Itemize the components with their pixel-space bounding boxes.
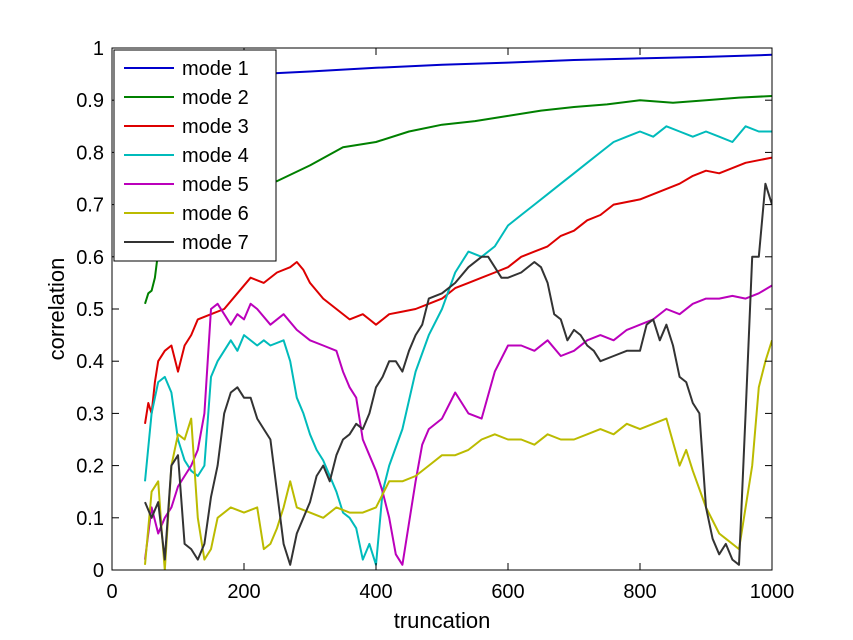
- y-tick-label: 0.2: [76, 456, 104, 478]
- y-tick-label: 0.4: [76, 351, 104, 373]
- y-tick-label: 0.7: [76, 195, 104, 217]
- series-line-mode-3: [144, 156, 772, 424]
- legend-label-mode-4: mode 4: [182, 145, 249, 167]
- y-tick-label: 0.3: [76, 403, 104, 425]
- x-axis-label: truncation: [394, 608, 491, 633]
- y-tick-label: 0.8: [76, 142, 104, 164]
- x-tick-label: 800: [623, 581, 656, 603]
- x-tick-label: 1000: [750, 581, 795, 603]
- x-tick-label: 200: [227, 581, 260, 603]
- y-tick-label: 0.5: [76, 299, 104, 321]
- legend-label-mode-7: mode 7: [182, 232, 249, 254]
- series-line-mode-6: [144, 339, 772, 570]
- legend-label-mode-2: mode 2: [182, 87, 249, 109]
- y-tick-label: 0.1: [76, 508, 104, 530]
- series-line-mode-4: [144, 125, 772, 566]
- y-tick-label: 0.9: [76, 90, 104, 112]
- legend: mode 1 mode 2 mode 3 mode 4 mode 5 mode 6 mode…: [113, 49, 277, 262]
- legend-label-mode-3: mode 3: [182, 116, 249, 138]
- y-tick-label: 0: [93, 560, 104, 582]
- x-tick-label: 600: [491, 581, 524, 603]
- legend-label-mode-5: mode 5: [182, 174, 249, 196]
- legend-label-mode-1: mode 1: [182, 58, 249, 80]
- x-tick-label: 0: [106, 581, 117, 603]
- series-line-mode-7: [144, 182, 772, 566]
- legend-label-mode-6: mode 6: [182, 203, 249, 225]
- y-axis-label: correlation: [44, 258, 69, 361]
- y-tick-label: 1: [93, 38, 104, 60]
- series-line-mode-5: [144, 284, 772, 566]
- y-tick-label: 0.6: [76, 247, 104, 269]
- tick-labels: 0 200 400 600 800 1000 0 0.1 0.2 0.3 0.4 0.5 0.6 0.7 0…: [76, 38, 794, 603]
- x-tick-label: 400: [359, 581, 392, 603]
